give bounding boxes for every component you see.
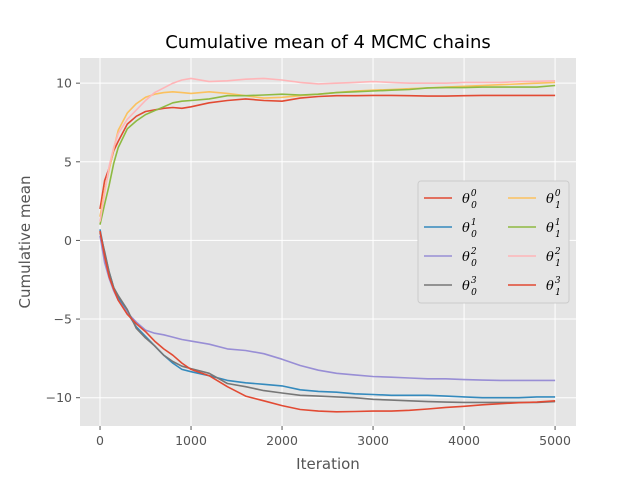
series-line-theta-1-0 [99, 81, 556, 217]
legend-item-theta-1-1: θ1 1 [508, 218, 561, 240]
legend-label: θ1 0 [462, 218, 477, 240]
legend-item-theta-1-0: θ0 1 [508, 189, 561, 211]
y-tick-label: −5 [54, 312, 72, 327]
x-axis-ticks: 0 1000 2000 3000 4000 5000 [96, 426, 571, 448]
x-tick-label: 0 [96, 433, 104, 448]
legend-item-theta-0-1: θ1 0 [424, 218, 477, 240]
series-line-theta-1-1 [99, 84, 556, 225]
series-lines [99, 77, 556, 413]
y-tick-label: 0 [64, 233, 72, 248]
y-tick-label: 10 [56, 76, 72, 91]
legend-item-theta-1-3: θ3 1 [508, 276, 561, 298]
legend-label: θ0 0 [462, 189, 477, 211]
legend-label: θ2 1 [546, 247, 561, 269]
x-tick-label: 2000 [266, 433, 298, 448]
y-axis-ticks: −10 −5 0 5 10 [46, 76, 80, 405]
x-tick-label: 3000 [357, 433, 389, 448]
series-line-theta-0-3 [99, 232, 556, 404]
x-axis-title: Iteration [296, 455, 360, 473]
y-axis-title: Cumulative mean [16, 176, 34, 309]
legend-item-theta-0-3: θ3 0 [424, 276, 477, 298]
x-tick-label: 1000 [175, 433, 207, 448]
legend-label: θ3 1 [546, 276, 561, 298]
y-tick-label: 5 [64, 154, 72, 169]
chart-title: Cumulative mean of 4 MCMC chains [165, 32, 491, 53]
series-line-theta-0-0 [99, 94, 556, 210]
legend: θ0 0 θ1 0 θ2 0 θ3 0 θ0 1 θ1 1 θ2 1 θ3 1 [417, 180, 570, 304]
legend-item-theta-0-2: θ2 0 [424, 247, 477, 269]
legend-item-theta-0-0: θ0 0 [424, 189, 477, 211]
series-line-theta-1-2 [99, 77, 556, 222]
series-line-theta-1-3 [99, 230, 556, 413]
legend-label: θ0 1 [546, 189, 561, 211]
x-tick-label: 5000 [539, 433, 571, 448]
y-tick-label: −10 [46, 390, 72, 405]
legend-item-theta-1-2: θ2 1 [508, 247, 561, 269]
legend-label: θ1 1 [546, 218, 561, 240]
x-tick-label: 4000 [448, 433, 480, 448]
legend-box [417, 180, 570, 304]
legend-label: θ3 0 [462, 276, 477, 298]
legend-label: θ2 0 [462, 247, 477, 269]
